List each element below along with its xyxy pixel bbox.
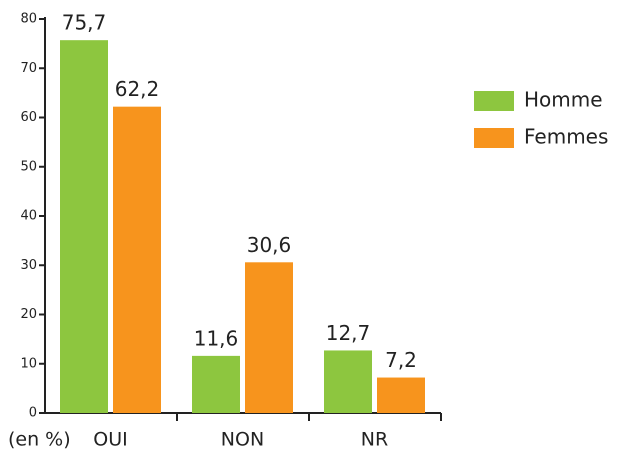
value-label: 7,2 xyxy=(385,348,417,372)
x-tick-label: OUI xyxy=(93,429,127,451)
legend-label: Femmes xyxy=(524,125,608,149)
legend-swatch xyxy=(474,128,514,148)
y-tick-label: 30 xyxy=(20,258,37,273)
y-tick-label: 70 xyxy=(20,61,37,76)
value-label: 11,6 xyxy=(194,326,239,350)
legend-label: Homme xyxy=(524,88,603,112)
legend-swatch xyxy=(474,91,514,111)
bar xyxy=(377,377,425,413)
bar xyxy=(113,106,161,413)
value-label: 30,6 xyxy=(247,233,292,257)
y-tick-label: 40 xyxy=(20,209,37,224)
value-label: 75,7 xyxy=(62,11,107,35)
bar xyxy=(324,350,372,413)
y-tick-label: 20 xyxy=(20,307,37,322)
x-tick-label: NON xyxy=(221,429,264,451)
bar xyxy=(245,262,293,413)
y-tick-label: 10 xyxy=(20,356,37,371)
bar xyxy=(192,355,240,413)
value-label: 12,7 xyxy=(326,321,371,345)
value-label: 62,2 xyxy=(115,77,160,101)
y-tick-label: 60 xyxy=(20,110,37,125)
x-tick-label: NR xyxy=(361,429,388,451)
y-tick-label: 0 xyxy=(29,406,37,421)
y-tick-label: 50 xyxy=(20,159,37,174)
y-tick-label: 80 xyxy=(20,12,37,27)
y-axis-label: (en %) xyxy=(8,429,71,451)
bar xyxy=(60,40,108,414)
